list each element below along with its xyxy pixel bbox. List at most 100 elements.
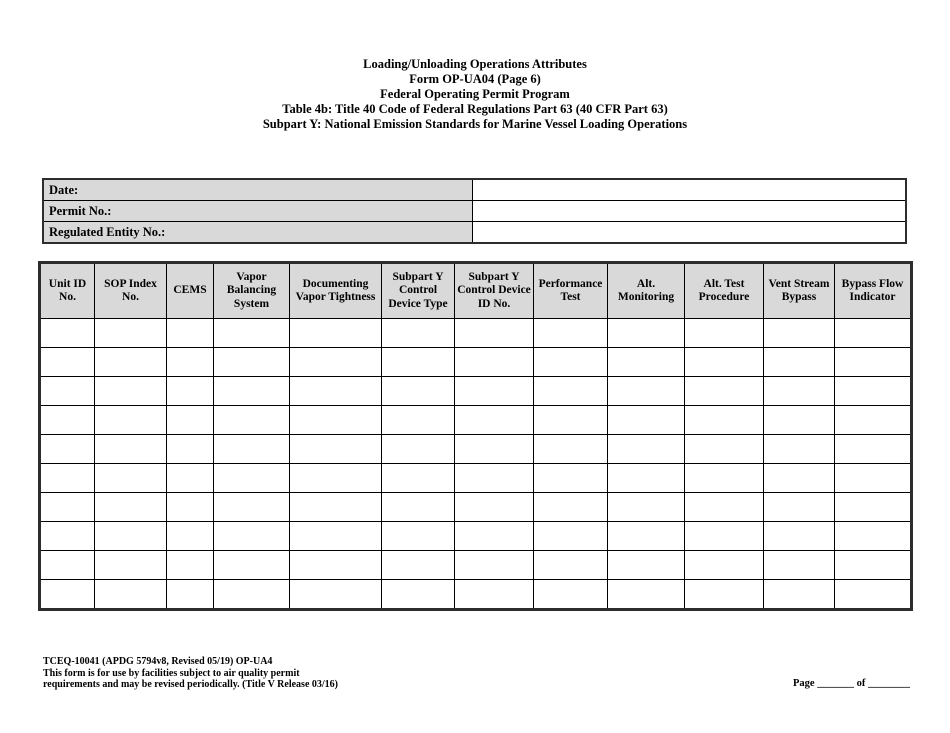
table-cell[interactable] bbox=[834, 521, 912, 551]
table-cell[interactable] bbox=[834, 376, 912, 406]
table-cell[interactable] bbox=[166, 405, 214, 435]
table-cell[interactable] bbox=[166, 492, 214, 522]
table-cell[interactable] bbox=[213, 347, 290, 377]
table-cell[interactable] bbox=[94, 550, 167, 580]
table-cell[interactable] bbox=[684, 434, 764, 464]
table-cell[interactable] bbox=[607, 376, 685, 406]
table-cell[interactable] bbox=[533, 318, 608, 348]
table-cell[interactable] bbox=[213, 405, 290, 435]
table-cell[interactable] bbox=[834, 347, 912, 377]
table-cell[interactable] bbox=[607, 550, 685, 580]
table-cell[interactable] bbox=[166, 463, 214, 493]
table-cell[interactable] bbox=[166, 347, 214, 377]
table-cell[interactable] bbox=[166, 376, 214, 406]
table-cell[interactable] bbox=[763, 579, 835, 610]
table-cell[interactable] bbox=[94, 347, 167, 377]
table-cell[interactable] bbox=[94, 376, 167, 406]
table-cell[interactable] bbox=[381, 521, 455, 551]
table-cell[interactable] bbox=[533, 405, 608, 435]
table-cell[interactable] bbox=[454, 434, 534, 464]
table-cell[interactable] bbox=[533, 463, 608, 493]
table-cell[interactable] bbox=[684, 492, 764, 522]
table-cell[interactable] bbox=[381, 376, 455, 406]
table-cell[interactable] bbox=[454, 463, 534, 493]
table-cell[interactable] bbox=[763, 492, 835, 522]
table-cell[interactable] bbox=[684, 579, 764, 610]
table-cell[interactable] bbox=[94, 405, 167, 435]
table-cell[interactable] bbox=[834, 405, 912, 435]
table-cell[interactable] bbox=[289, 434, 382, 464]
table-cell[interactable] bbox=[763, 405, 835, 435]
date-value-cell[interactable] bbox=[471, 178, 907, 201]
table-cell[interactable] bbox=[381, 550, 455, 580]
table-cell[interactable] bbox=[763, 463, 835, 493]
table-cell[interactable] bbox=[94, 434, 167, 464]
table-cell[interactable] bbox=[684, 463, 764, 493]
table-cell[interactable] bbox=[94, 579, 167, 610]
table-cell[interactable] bbox=[454, 318, 534, 348]
table-cell[interactable] bbox=[381, 463, 455, 493]
regulated-entity-no-value-cell[interactable] bbox=[471, 221, 907, 244]
table-cell[interactable] bbox=[381, 579, 455, 610]
table-cell[interactable] bbox=[289, 521, 382, 551]
table-cell[interactable] bbox=[454, 347, 534, 377]
table-cell[interactable] bbox=[213, 550, 290, 580]
table-cell[interactable] bbox=[607, 579, 685, 610]
table-cell[interactable] bbox=[684, 521, 764, 551]
table-cell[interactable] bbox=[533, 376, 608, 406]
table-cell[interactable] bbox=[39, 434, 95, 464]
table-cell[interactable] bbox=[166, 550, 214, 580]
table-cell[interactable] bbox=[39, 463, 95, 493]
table-cell[interactable] bbox=[213, 434, 290, 464]
table-cell[interactable] bbox=[289, 405, 382, 435]
table-cell[interactable] bbox=[607, 405, 685, 435]
table-cell[interactable] bbox=[39, 521, 95, 551]
table-cell[interactable] bbox=[533, 579, 608, 610]
table-cell[interactable] bbox=[763, 376, 835, 406]
table-cell[interactable] bbox=[213, 521, 290, 551]
table-cell[interactable] bbox=[381, 434, 455, 464]
table-cell[interactable] bbox=[166, 434, 214, 464]
table-cell[interactable] bbox=[684, 347, 764, 377]
table-cell[interactable] bbox=[834, 318, 912, 348]
table-cell[interactable] bbox=[381, 492, 455, 522]
table-cell[interactable] bbox=[454, 521, 534, 551]
table-cell[interactable] bbox=[607, 318, 685, 348]
table-cell[interactable] bbox=[39, 579, 95, 610]
table-cell[interactable] bbox=[763, 347, 835, 377]
table-cell[interactable] bbox=[289, 318, 382, 348]
table-cell[interactable] bbox=[533, 521, 608, 551]
table-cell[interactable] bbox=[834, 579, 912, 610]
table-cell[interactable] bbox=[213, 463, 290, 493]
table-cell[interactable] bbox=[213, 492, 290, 522]
table-cell[interactable] bbox=[454, 550, 534, 580]
table-cell[interactable] bbox=[684, 376, 764, 406]
table-cell[interactable] bbox=[834, 550, 912, 580]
table-cell[interactable] bbox=[834, 463, 912, 493]
table-cell[interactable] bbox=[289, 347, 382, 377]
table-cell[interactable] bbox=[607, 463, 685, 493]
table-cell[interactable] bbox=[289, 376, 382, 406]
table-cell[interactable] bbox=[454, 579, 534, 610]
table-cell[interactable] bbox=[213, 376, 290, 406]
table-cell[interactable] bbox=[533, 550, 608, 580]
table-cell[interactable] bbox=[381, 347, 455, 377]
table-cell[interactable] bbox=[834, 434, 912, 464]
table-cell[interactable] bbox=[834, 492, 912, 522]
table-cell[interactable] bbox=[94, 318, 167, 348]
table-cell[interactable] bbox=[94, 492, 167, 522]
table-cell[interactable] bbox=[166, 521, 214, 551]
table-cell[interactable] bbox=[454, 492, 534, 522]
table-cell[interactable] bbox=[39, 376, 95, 406]
table-cell[interactable] bbox=[39, 347, 95, 377]
table-cell[interactable] bbox=[454, 376, 534, 406]
table-cell[interactable] bbox=[381, 318, 455, 348]
table-cell[interactable] bbox=[289, 550, 382, 580]
table-cell[interactable] bbox=[94, 463, 167, 493]
table-cell[interactable] bbox=[289, 492, 382, 522]
table-cell[interactable] bbox=[39, 492, 95, 522]
table-cell[interactable] bbox=[763, 318, 835, 348]
table-cell[interactable] bbox=[533, 434, 608, 464]
table-cell[interactable] bbox=[684, 550, 764, 580]
table-cell[interactable] bbox=[166, 318, 214, 348]
